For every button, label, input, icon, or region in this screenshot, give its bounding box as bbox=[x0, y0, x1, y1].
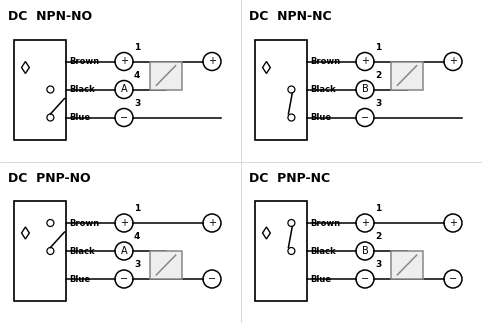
Circle shape bbox=[47, 247, 54, 255]
Text: +: + bbox=[120, 57, 128, 67]
Text: +: + bbox=[120, 218, 128, 228]
Text: 4: 4 bbox=[134, 70, 140, 79]
Text: 3: 3 bbox=[375, 260, 381, 269]
Text: 1: 1 bbox=[134, 43, 140, 51]
Text: 3: 3 bbox=[134, 260, 140, 269]
Text: −: − bbox=[120, 274, 128, 284]
Circle shape bbox=[47, 220, 54, 226]
Text: Brown: Brown bbox=[310, 218, 340, 227]
Text: +: + bbox=[361, 218, 369, 228]
Circle shape bbox=[288, 86, 295, 93]
Text: A: A bbox=[120, 85, 127, 95]
Text: 1: 1 bbox=[375, 204, 381, 213]
Text: 2: 2 bbox=[375, 232, 381, 241]
Text: +: + bbox=[208, 218, 216, 228]
Text: Blue: Blue bbox=[310, 275, 331, 284]
Circle shape bbox=[47, 86, 54, 93]
Text: 4: 4 bbox=[134, 232, 140, 241]
Text: +: + bbox=[361, 57, 369, 67]
Text: DC  NPN-NC: DC NPN-NC bbox=[249, 10, 332, 23]
Bar bbox=[14, 201, 66, 301]
Text: Blue: Blue bbox=[69, 113, 90, 122]
Text: +: + bbox=[449, 218, 457, 228]
Text: Black: Black bbox=[69, 85, 94, 94]
Text: Blue: Blue bbox=[69, 275, 90, 284]
Text: Black: Black bbox=[310, 85, 335, 94]
Text: B: B bbox=[362, 85, 368, 95]
Text: −: − bbox=[208, 274, 216, 284]
Circle shape bbox=[288, 114, 295, 121]
Bar bbox=[255, 201, 307, 301]
Text: DC  PNP-NO: DC PNP-NO bbox=[8, 172, 91, 184]
Text: Black: Black bbox=[310, 246, 335, 255]
Text: A: A bbox=[120, 246, 127, 256]
Bar bbox=[255, 39, 307, 140]
Text: −: − bbox=[361, 112, 369, 122]
Text: 1: 1 bbox=[375, 43, 381, 51]
Text: 3: 3 bbox=[375, 99, 381, 108]
Text: 2: 2 bbox=[375, 70, 381, 79]
Text: Brown: Brown bbox=[69, 57, 99, 66]
Text: 1: 1 bbox=[134, 204, 140, 213]
Text: +: + bbox=[449, 57, 457, 67]
Text: DC  PNP-NC: DC PNP-NC bbox=[249, 172, 330, 184]
Circle shape bbox=[47, 114, 54, 121]
Text: 3: 3 bbox=[134, 99, 140, 108]
Text: B: B bbox=[362, 246, 368, 256]
Text: DC  NPN-NO: DC NPN-NO bbox=[8, 10, 92, 23]
Bar bbox=[14, 39, 66, 140]
Text: Black: Black bbox=[69, 246, 94, 255]
Bar bbox=[150, 61, 182, 89]
Bar bbox=[391, 251, 423, 279]
Circle shape bbox=[288, 247, 295, 255]
Bar bbox=[150, 251, 182, 279]
Text: −: − bbox=[361, 274, 369, 284]
Text: Brown: Brown bbox=[69, 218, 99, 227]
Text: −: − bbox=[120, 112, 128, 122]
Circle shape bbox=[288, 220, 295, 226]
Text: +: + bbox=[208, 57, 216, 67]
Text: Brown: Brown bbox=[310, 57, 340, 66]
Text: −: − bbox=[449, 274, 457, 284]
Text: Blue: Blue bbox=[310, 113, 331, 122]
Bar bbox=[391, 61, 423, 89]
